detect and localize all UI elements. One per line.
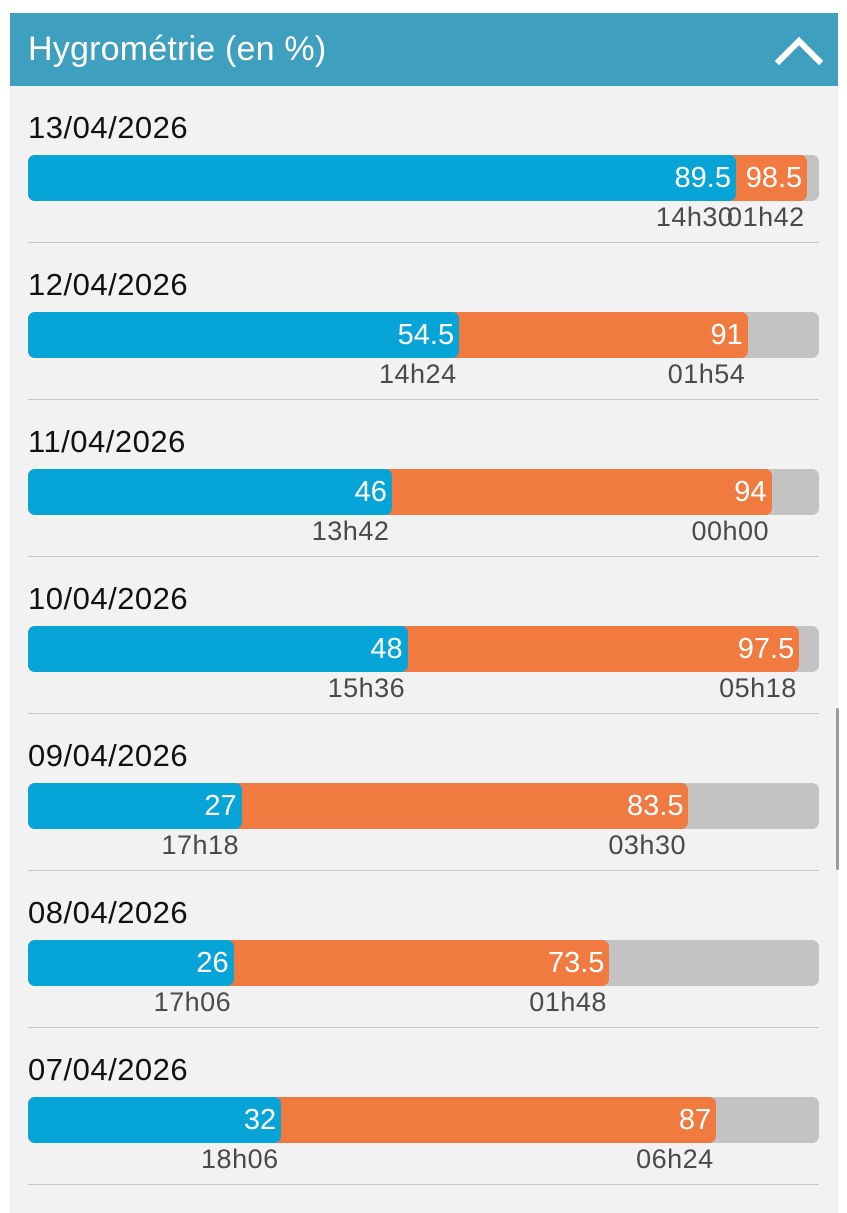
day-row: 07/04/2026 32 87 18h06 06h24 [10, 1028, 838, 1185]
min-value: 89.5 [674, 162, 731, 194]
max-value: 97.5 [737, 633, 795, 665]
hygrometry-panel: Hygrométrie (en %) 13/04/2026 89.5 98.5 14h… [10, 13, 838, 1213]
min-value: 32 [243, 1104, 277, 1136]
day-row: 11/04/2026 46 94 13h42 00h00 [10, 400, 838, 557]
row-divider [28, 1027, 819, 1028]
day-row: 12/04/2026 54.5 91 14h24 01h54 [10, 243, 838, 400]
panel-header[interactable]: Hygrométrie (en %) [10, 13, 838, 86]
day-row: 13/04/2026 89.5 98.5 14h30 01h42 [10, 86, 838, 243]
max-time: 01h48 [529, 987, 607, 1017]
min-segment [28, 940, 234, 986]
max-time: 06h24 [636, 1144, 714, 1174]
min-time: 13h42 [311, 516, 390, 546]
row-divider [28, 556, 819, 557]
max-value: 94 [734, 476, 767, 508]
range-bar: 89.5 98.5 [28, 155, 819, 201]
day-date: 10/04/2026 [28, 581, 189, 616]
day-row: 08/04/2026 26 73.5 17h06 01h48 [10, 871, 838, 1028]
max-value: 91 [710, 319, 743, 351]
max-time: 01h42 [727, 202, 805, 232]
min-segment [28, 1097, 282, 1143]
max-value: 83.5 [627, 790, 684, 822]
day-date: 07/04/2026 [28, 1052, 189, 1087]
min-time: 18h06 [201, 1144, 279, 1174]
scrollbar[interactable] [836, 708, 839, 870]
min-segment [28, 626, 408, 672]
min-value: 27 [204, 790, 237, 822]
row-divider [28, 399, 819, 400]
min-segment [28, 469, 392, 515]
min-time: 17h06 [153, 987, 232, 1017]
min-value: 26 [196, 947, 229, 979]
day-row: 10/04/2026 48 97.5 15h36 05h18 [10, 557, 838, 714]
chevron-up-icon [775, 36, 823, 66]
row-divider [28, 870, 819, 871]
range-bar: 54.5 91 [28, 312, 819, 358]
row-divider [28, 1184, 819, 1185]
min-value: 54.5 [397, 319, 455, 351]
range-bar: 26 73.5 [28, 940, 819, 986]
max-time: 01h54 [667, 359, 746, 389]
min-time: 14h24 [379, 359, 457, 389]
row-divider [28, 713, 819, 714]
min-time: 14h30 [655, 202, 734, 232]
min-time: 15h36 [327, 673, 406, 703]
max-time: 00h00 [691, 516, 770, 546]
max-time: 05h18 [719, 673, 797, 703]
collapse-button[interactable] [770, 23, 828, 75]
row-divider [28, 242, 819, 243]
day-date: 09/04/2026 [28, 738, 189, 773]
range-bar: 46 94 [28, 469, 819, 515]
day-date: 13/04/2026 [28, 110, 189, 145]
max-value: 73.5 [547, 947, 605, 979]
min-time: 17h18 [161, 830, 240, 860]
day-date: 08/04/2026 [28, 895, 189, 930]
panel-title: Hygrométrie (en %) [28, 30, 327, 68]
max-value: 87 [678, 1104, 712, 1136]
min-value: 46 [354, 476, 387, 508]
day-row: 09/04/2026 27 83.5 17h18 03h30 [10, 714, 838, 871]
day-date: 11/04/2026 [28, 424, 186, 459]
range-bar: 32 87 [28, 1097, 819, 1143]
range-bar: 27 83.5 [28, 783, 819, 829]
day-date: 12/04/2026 [28, 267, 189, 302]
min-segment [28, 155, 736, 201]
range-bar: 48 97.5 [28, 626, 819, 672]
max-value: 98.5 [745, 162, 803, 194]
min-segment [28, 783, 242, 829]
min-segment [28, 312, 460, 358]
max-time: 03h30 [608, 830, 686, 860]
min-value: 48 [370, 633, 403, 665]
